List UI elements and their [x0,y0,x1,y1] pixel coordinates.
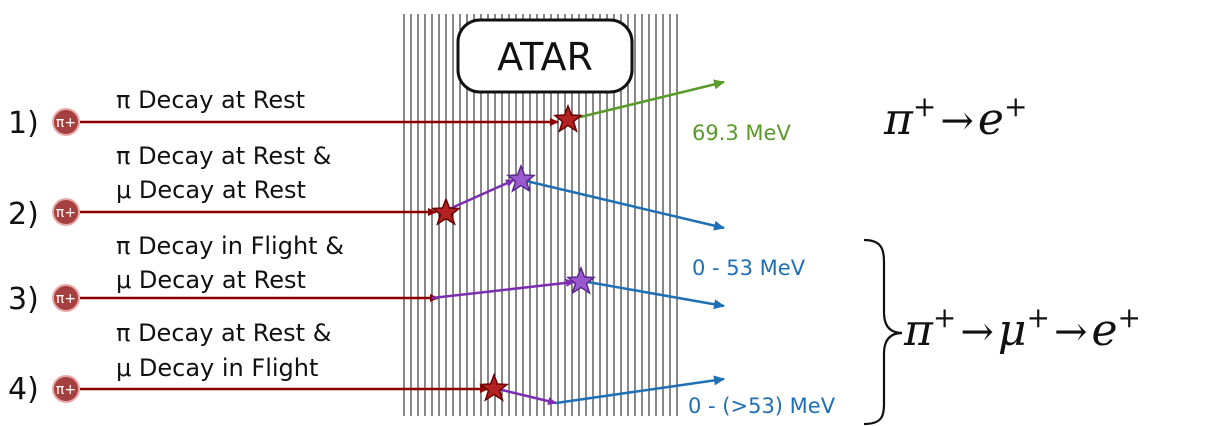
equation-chain: π+ →μ+ →e+ [903,301,1141,356]
row-3-positron-track [581,279,725,310]
row-2-pion-decay-star-icon [430,196,462,226]
row-4-positron-track [555,375,725,405]
row-1-label-line-1: π Decay at Rest [116,86,305,114]
row-3-muon-decay-star-icon [565,265,597,295]
energy-label-direct: 69.3 MeV [692,121,791,145]
row-3-pion-icon [52,284,80,312]
row-2-positron-track [521,178,725,231]
row-3-label-line-1: π Decay in Flight & [116,232,344,260]
row-2-muon-track [446,178,515,212]
row-4: 4) π+ π Decay at Rest & μ Decay in Fligh… [8,319,725,407]
row-3: 3) π+ π Decay in Flight & μ Decay at Res… [8,232,725,317]
row-1-pion-decay-star-icon [552,103,584,133]
row-4-muon-track [497,387,557,406]
row-3-pion-label: π+ [56,291,76,307]
energy-label-michel: 0 - 53 MeV [692,256,806,280]
row-4-pion-label: π+ [56,382,76,398]
row-3-label-line-2: μ Decay at Rest [116,266,306,294]
row-3-number: 3) [8,282,39,317]
row-4-number: 4) [8,372,39,407]
row-2-pion-label: π+ [56,205,76,221]
row-2: 2) π+ π Decay at Rest & μ Decay at Rest [8,142,725,232]
row-2-label-line-2: μ Decay at Rest [116,176,306,204]
row-3-muon-track [431,278,575,300]
row-1-pion-icon [52,108,80,136]
row-4-label-line-1: π Decay at Rest & [116,319,331,347]
row-2-number: 2) [8,197,39,232]
atar-label: ATAR [497,35,593,79]
row-1-pion-label: π+ [56,115,76,131]
row-4-pion-decay-star-icon [478,372,510,402]
row-4-label-line-2: μ Decay in Flight [116,354,318,382]
curly-brace-icon [863,238,903,426]
row-4-pion-icon [52,375,80,403]
row-1-number: 1) [8,106,39,141]
equation-direct: π+ →e+ [883,90,1027,145]
row-1-positron-track [567,79,725,122]
energy-label-inflight: 0 - (>53) MeV [688,394,836,418]
atar-label-box: ATAR [456,18,634,94]
row-2-pion-icon [52,198,80,226]
row-2-muon-decay-star-icon [505,163,537,193]
row-1: 1) π+ π Decay at Rest [8,79,725,141]
row-2-label-line-1: π Decay at Rest & [116,142,331,170]
